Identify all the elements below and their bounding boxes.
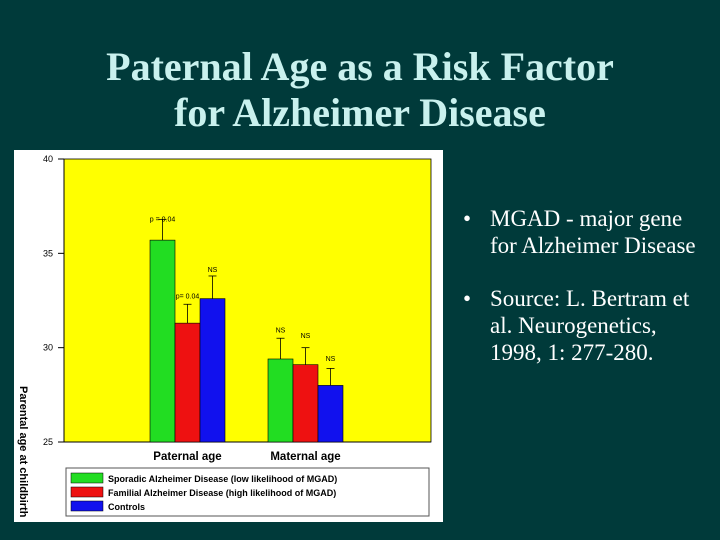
- legend-label: Sporadic Alzheimer Disease (low likeliho…: [108, 474, 337, 484]
- y-tick-label: 25: [43, 437, 53, 447]
- bullet-text: Source: L. Bertram et al. Neurogenetics,…: [490, 286, 690, 365]
- slide-title-line-2: for Alzheimer Disease: [174, 90, 546, 135]
- bar-chart: 25 30 35 40 p = 0.04 NS p= 0.04 NS NS NS Paterna…: [17, 154, 432, 518]
- x-tick-label: Paternal age: [153, 451, 221, 463]
- legend-swatch: [70, 500, 104, 512]
- significance-annotation: p = 0.04: [150, 216, 176, 223]
- bar: [149, 239, 176, 443]
- bar: [174, 322, 201, 443]
- plot-background: [63, 158, 432, 443]
- y-axis-label: Parental age at childbirth: [17, 386, 29, 518]
- y-tick-label: 30: [43, 343, 53, 353]
- significance-annotation: NS: [208, 267, 218, 274]
- bullet-item: • MGAD - major gene for Alzheimer Diseas…: [463, 205, 713, 259]
- bar: [267, 358, 294, 443]
- legend-swatch: [70, 486, 104, 498]
- y-tick-label: 40: [43, 154, 53, 164]
- chart-figure: 25 30 35 40 p = 0.04 NS p= 0.04 NS NS NS Paterna…: [14, 150, 443, 522]
- significance-annotation: NS: [326, 356, 336, 363]
- bullet-item: • Source: L. Bertram et al. Neurogenetic…: [463, 285, 713, 366]
- bar: [292, 364, 319, 443]
- bar: [317, 385, 344, 443]
- bullet-list: • MGAD - major gene for Alzheimer Diseas…: [463, 205, 713, 392]
- x-tick-label: Maternal age: [270, 451, 340, 463]
- bullet-text: MGAD - major gene for Alzheimer Disease: [490, 206, 696, 258]
- legend-swatch: [70, 472, 104, 484]
- significance-annotation: p= 0.04: [176, 294, 200, 301]
- significance-annotation: NS: [276, 328, 286, 335]
- slide-title: Paternal Age as a Risk Factor for Alzhei…: [0, 44, 720, 136]
- bar: [199, 298, 226, 443]
- y-tick-label: 35: [43, 248, 53, 258]
- legend-label: Familial Alzheimer Disease (high likelih…: [108, 488, 336, 498]
- significance-annotation: NS: [301, 333, 311, 340]
- legend-box: [65, 467, 430, 517]
- legend-label: Controls: [108, 502, 145, 512]
- slide-title-line-1: Paternal Age as a Risk Factor: [106, 44, 614, 89]
- bullet-dot: •: [463, 206, 472, 231]
- bullet-dot: •: [463, 286, 472, 311]
